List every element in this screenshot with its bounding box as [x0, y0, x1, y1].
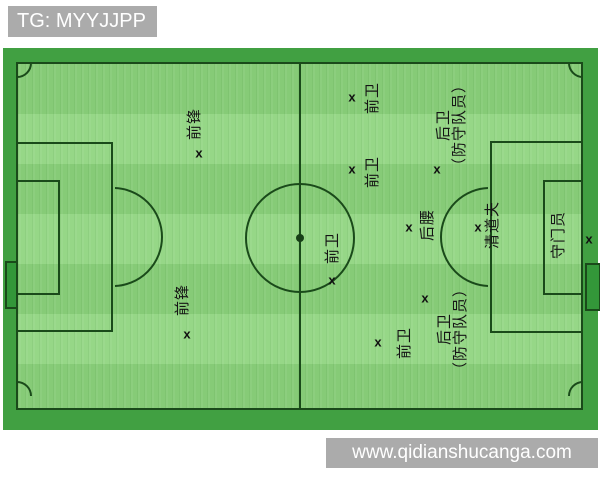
center-spot — [296, 234, 304, 242]
goal-right — [585, 263, 600, 311]
watermark-top: TG: MYYJJPP — [8, 6, 157, 37]
corner-arc-bottom-right — [568, 381, 583, 396]
goal-area-left — [16, 180, 60, 295]
watermark-bottom: www.qidianshucanga.com — [326, 438, 598, 468]
penalty-area-right — [490, 141, 583, 333]
penalty-area-left — [16, 142, 113, 332]
center-circle — [245, 183, 355, 293]
goal-area-right — [543, 180, 583, 295]
